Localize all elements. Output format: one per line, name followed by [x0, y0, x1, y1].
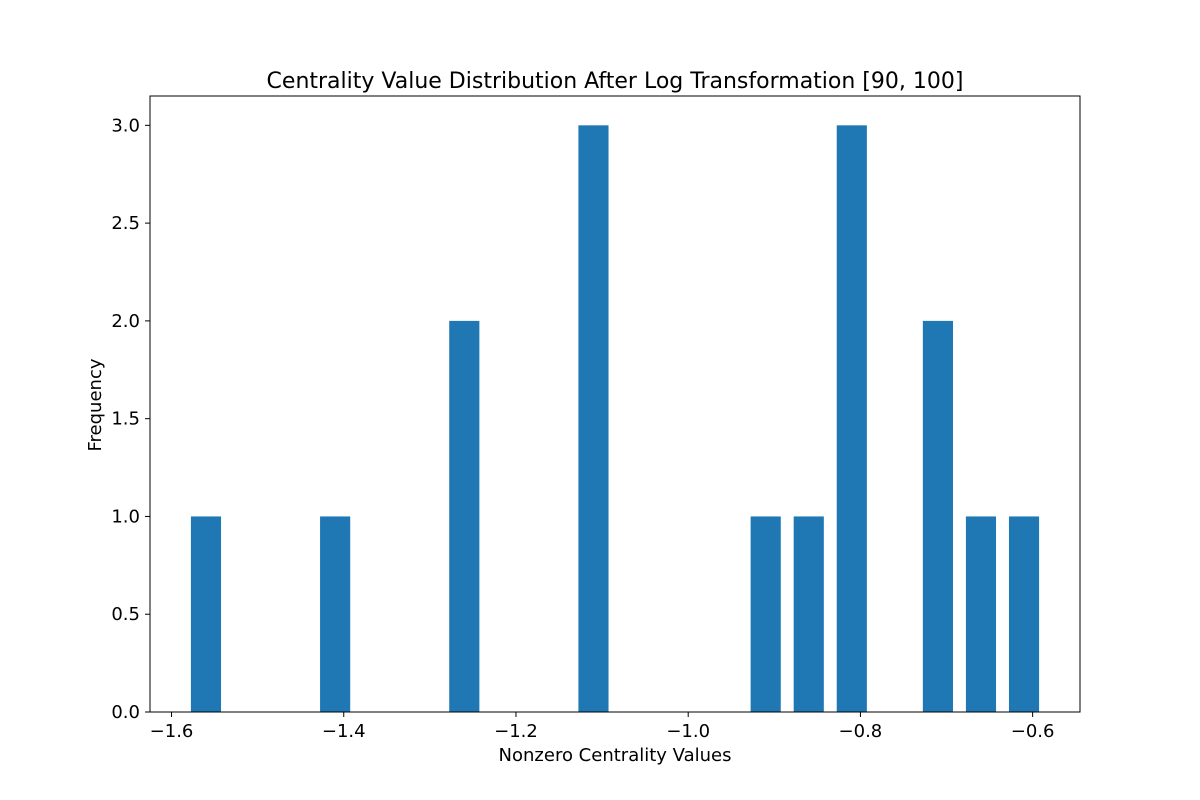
- y-tick-label: 2.5: [111, 213, 140, 234]
- bar: [965, 516, 997, 712]
- plot-area-frame: [149, 95, 1081, 713]
- bar: [449, 320, 480, 712]
- y-tick-label: 3.0: [111, 115, 140, 136]
- bar: [793, 516, 824, 712]
- x-axis-ticks: −1.6 −1.4 −1.2 −1.0 −0.8 −0.6: [150, 712, 1055, 742]
- bar: [1008, 516, 1040, 712]
- bar: [320, 516, 351, 712]
- x-tick-label: −1.6: [150, 721, 194, 742]
- y-axis-label: Frequency: [85, 358, 106, 451]
- x-tick-label: −0.8: [839, 721, 883, 742]
- x-tick-label: −1.4: [322, 721, 366, 742]
- bar: [922, 320, 953, 712]
- y-tick-label: 2.0: [111, 311, 140, 332]
- bar: [750, 516, 781, 712]
- x-axis-label: Nonzero Centrality Values: [499, 745, 732, 766]
- y-tick-label: 1.5: [111, 409, 140, 430]
- y-tick-label: 1.0: [111, 506, 140, 527]
- bar: [578, 125, 609, 713]
- bar: [836, 125, 867, 713]
- y-axis-ticks: 0.0 0.5 1.0 1.5 2.0 2.5 3.0: [111, 115, 150, 723]
- x-tick-label: −1.0: [666, 721, 710, 742]
- x-tick-label: −1.2: [494, 721, 538, 742]
- chart-title: Centrality Value Distribution After Log …: [267, 69, 964, 94]
- x-tick-label: −0.6: [1011, 721, 1055, 742]
- bar: [190, 516, 222, 712]
- bars-group: [190, 125, 1040, 713]
- y-tick-label: 0.5: [111, 604, 140, 625]
- y-tick-label: 0.0: [111, 702, 140, 723]
